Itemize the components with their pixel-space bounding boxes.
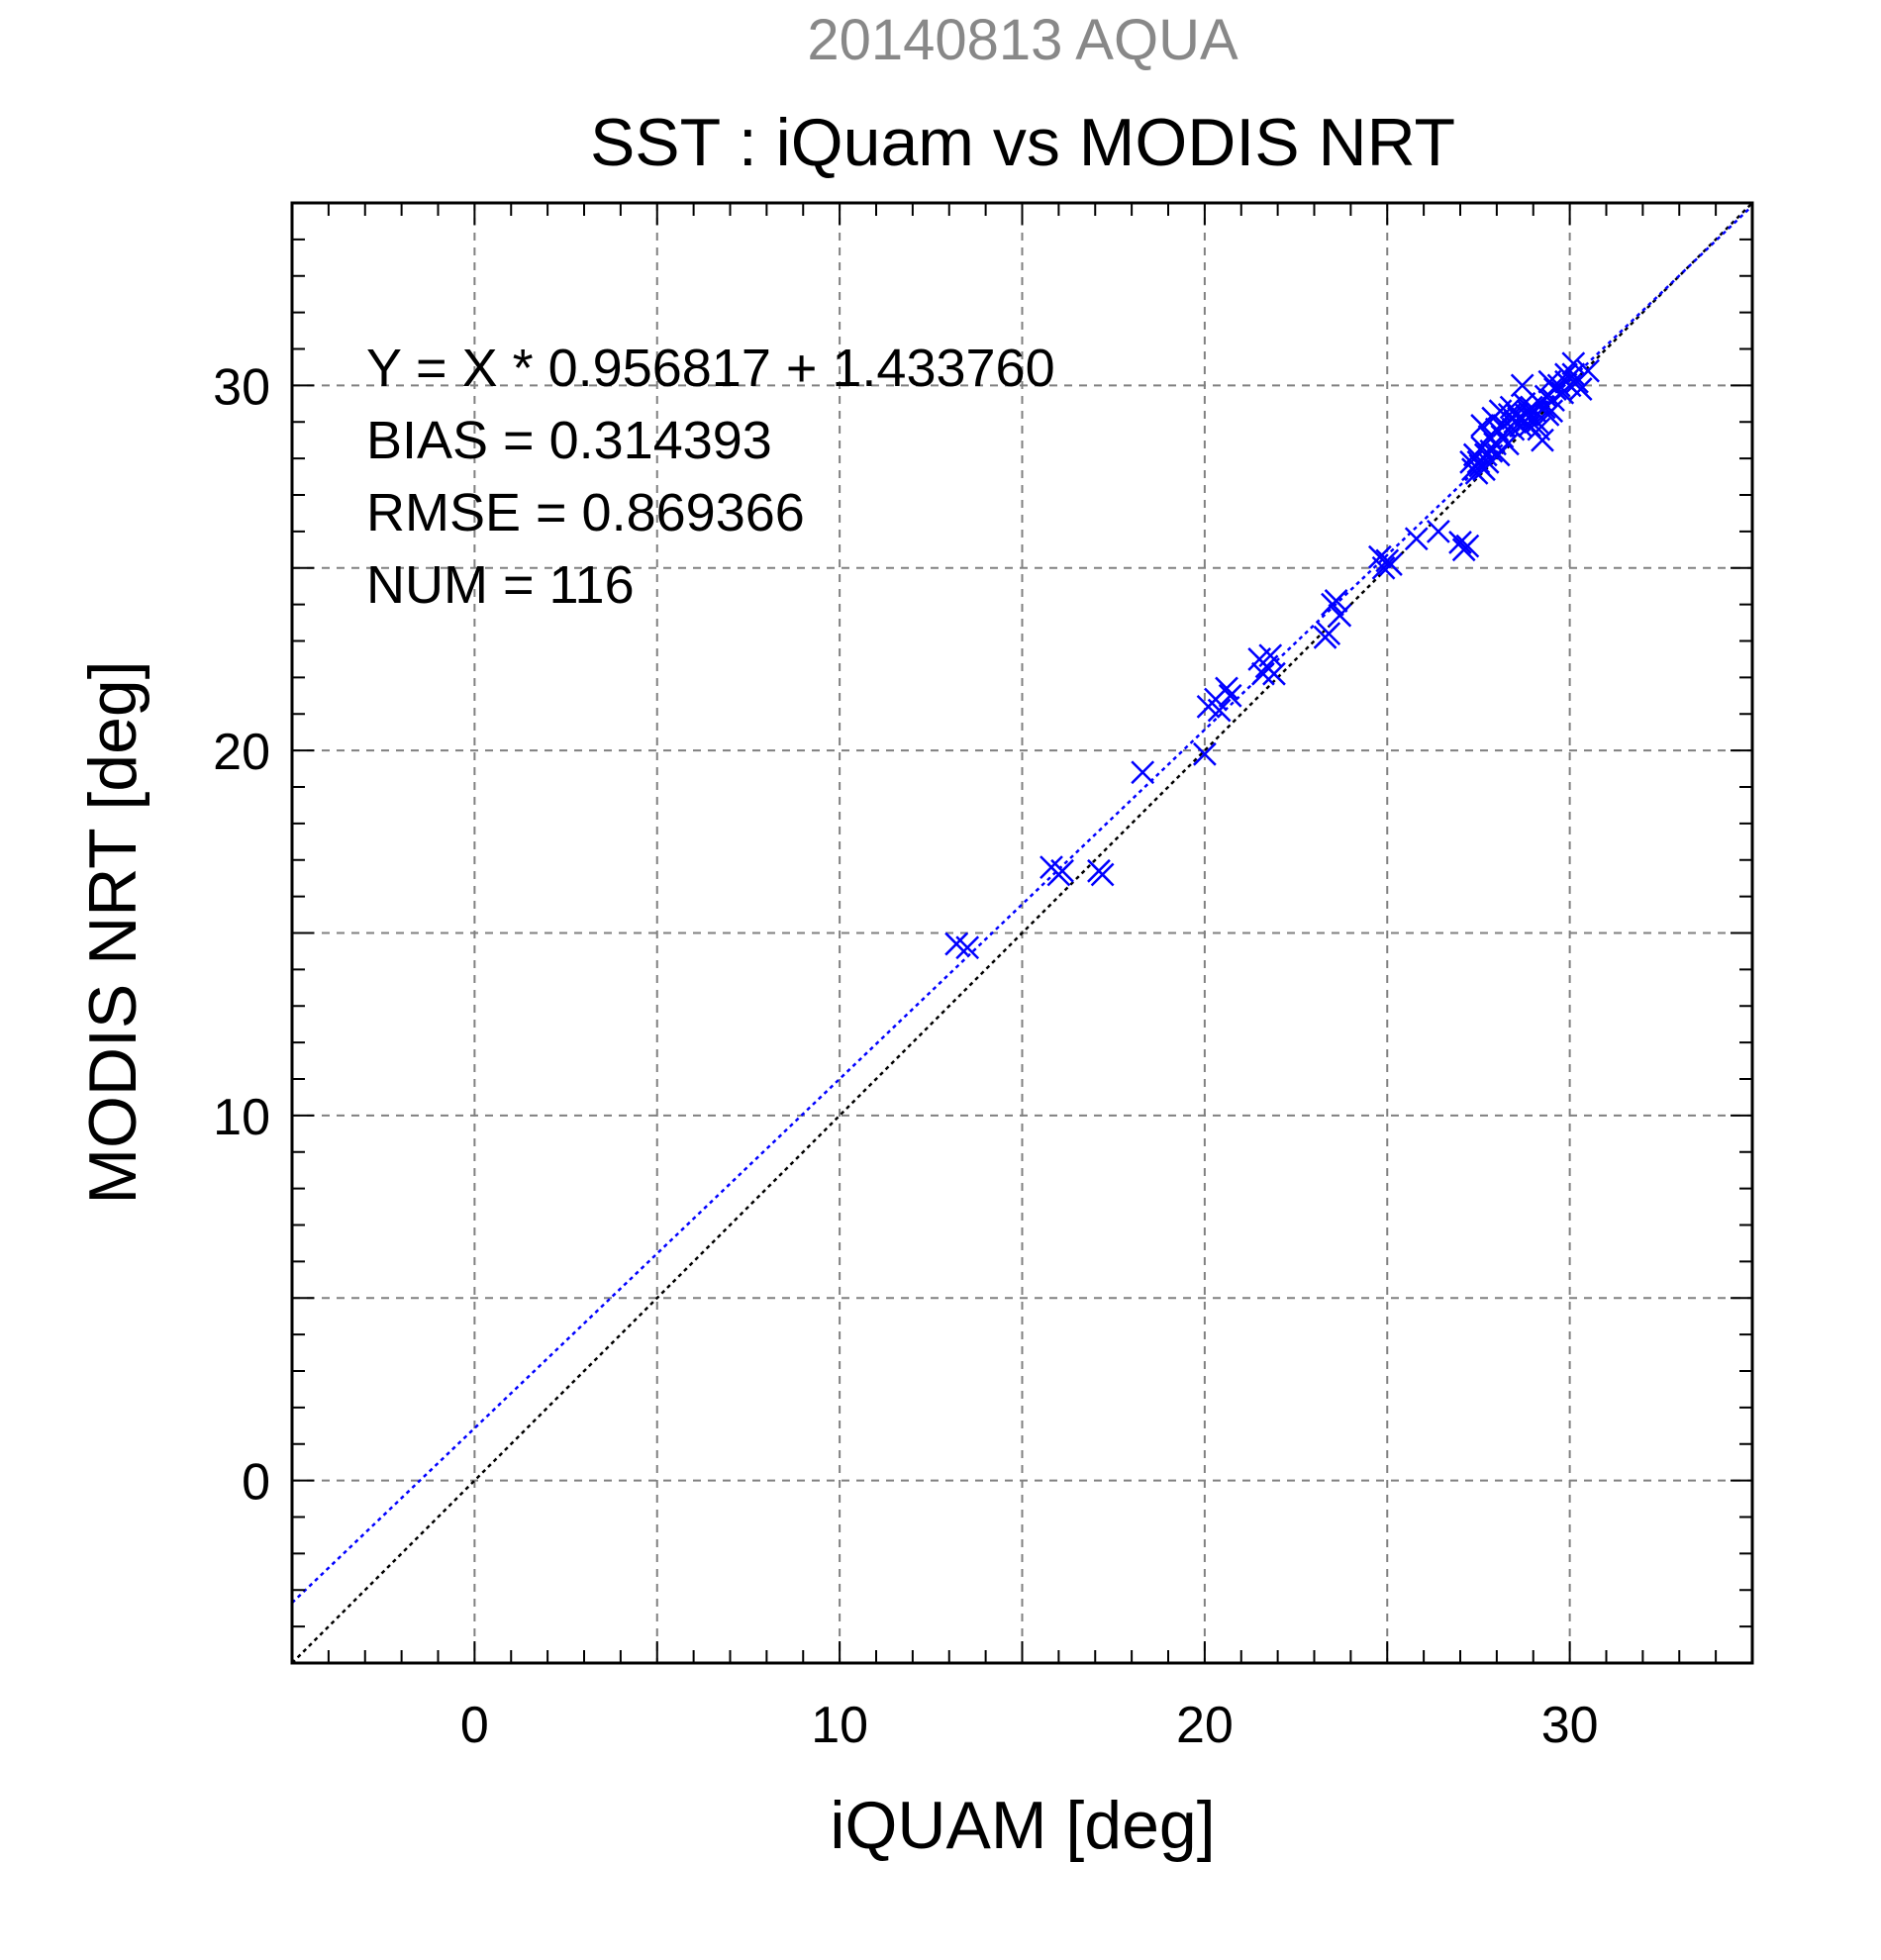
data-point-marker: [1561, 362, 1586, 387]
data-point-marker: [1404, 527, 1429, 551]
y-tick-label: 20: [213, 724, 270, 781]
x-tick-label: 30: [1541, 1697, 1599, 1754]
data-point-marker: [1379, 552, 1403, 576]
sample-count: NUM = 116: [366, 555, 635, 615]
data-point-marker: [1215, 676, 1238, 701]
axis-ticks: [292, 203, 1752, 1663]
data-point-marker: [1207, 698, 1232, 723]
data-point-marker: [1455, 534, 1480, 558]
data-point-marker: [1050, 858, 1074, 883]
x-tick-label: 20: [1176, 1697, 1234, 1754]
data-point-marker: [1258, 643, 1283, 668]
y-tick-label: 0: [242, 1454, 270, 1512]
data-point-marker: [1250, 661, 1275, 686]
tick-labels: 0 0 10 10 20 20 30 30: [213, 358, 1598, 1754]
rmse-value: RMSE = 0.869366: [366, 483, 805, 542]
data-point-marker: [1479, 439, 1504, 463]
chart-supertitle: 20140813 AQUA: [807, 8, 1238, 72]
data-point-marker: [1317, 622, 1341, 646]
data-point-marker: [1218, 683, 1242, 708]
stats-annotation: Y = X * 0.956817 + 1.433760 BIAS = 0.314…: [366, 339, 1055, 615]
data-point-marker: [1525, 410, 1549, 435]
data-point-marker: [1192, 741, 1217, 766]
x-tick-label: 0: [460, 1697, 489, 1754]
data-point-marker: [1486, 442, 1511, 467]
data-point-marker: [1131, 760, 1155, 785]
data-point-marker: [1324, 589, 1348, 613]
data-point-marker: [1496, 432, 1520, 456]
data-point-marker: [1470, 414, 1495, 438]
data-point-marker: [1262, 661, 1286, 686]
grid-lines: [292, 203, 1752, 1663]
fit-equation: Y = X * 0.956817 + 1.433760: [366, 339, 1055, 398]
data-point-marker: [1554, 362, 1578, 387]
data-point-marker: [1576, 358, 1600, 383]
data-point-marker: [1531, 428, 1554, 452]
y-tick-label: 30: [213, 358, 270, 416]
data-point-marker: [1371, 555, 1396, 580]
y-tick-label: 10: [213, 1089, 270, 1146]
y-axis-title: MODIS NRT [deg]: [75, 660, 150, 1204]
x-axis-title: iQUAM [deg]: [830, 1788, 1215, 1863]
data-point-marker: [1328, 603, 1352, 628]
data-point-marker: [1426, 519, 1450, 543]
data-point-marker: [1546, 373, 1571, 398]
chart-title: SST : iQuam vs MODIS NRT: [590, 105, 1455, 180]
data-point-marker: [1561, 351, 1586, 376]
data-points: [944, 351, 1600, 960]
data-point-marker: [1090, 862, 1115, 887]
bias-value: BIAS = 0.314393: [366, 411, 772, 470]
data-point-marker: [955, 935, 980, 960]
data-point-marker: [1448, 531, 1472, 554]
x-tick-label: 10: [811, 1697, 868, 1754]
data-point-marker: [1510, 373, 1534, 398]
